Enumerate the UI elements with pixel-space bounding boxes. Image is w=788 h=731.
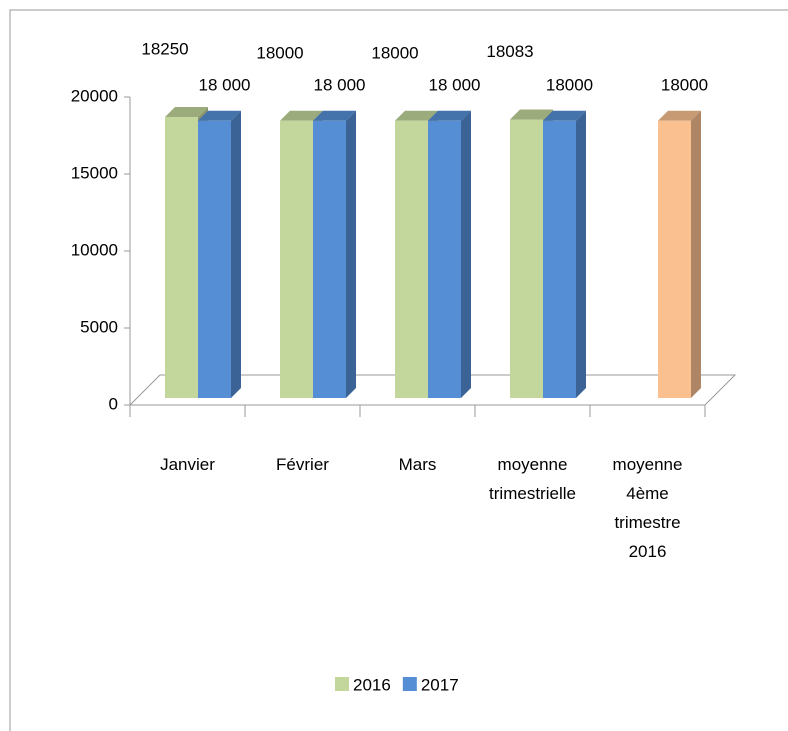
bar <box>428 120 461 399</box>
chart-border <box>9 9 788 731</box>
bar-top <box>395 110 438 121</box>
bar-top <box>543 110 586 121</box>
y-tick-label: 20000 <box>71 86 118 105</box>
legend-swatch <box>335 677 349 691</box>
bar-side <box>576 110 586 399</box>
bar-side <box>231 110 241 399</box>
y-tick-label: 5000 <box>80 317 118 336</box>
bar-top <box>658 110 701 121</box>
x-tick-label: moyenne trimestrielle <box>489 455 576 503</box>
legend-label: 2016 <box>353 675 391 694</box>
bar-top <box>165 106 208 117</box>
bar-top <box>428 110 471 121</box>
x-tick-label: Février <box>276 455 329 474</box>
y-tick-label: 0 <box>109 394 118 413</box>
value-label: 18000 <box>546 75 593 94</box>
bar-top <box>510 109 553 120</box>
bar <box>658 120 691 399</box>
y-tick-label: 15000 <box>71 163 118 182</box>
value-label: 18250 <box>141 39 188 58</box>
value-label: 18000 <box>256 43 303 62</box>
value-label: 18000 <box>371 43 418 62</box>
value-label: 18 000 <box>199 75 251 94</box>
legend-label: 2017 <box>421 675 459 694</box>
bar <box>280 120 313 399</box>
bar-top <box>280 110 323 121</box>
bar-top <box>313 110 356 121</box>
value-label: 18000 <box>661 75 708 94</box>
bar <box>165 116 198 398</box>
value-label: 18083 <box>486 42 533 61</box>
bar <box>395 120 428 399</box>
bar-side <box>691 110 701 399</box>
x-tick-label: Mars <box>398 455 437 474</box>
value-label: 18 000 <box>314 75 366 94</box>
x-tick-label: Janvier <box>160 455 215 474</box>
bar <box>543 120 576 399</box>
legend-swatch <box>402 677 417 691</box>
bar <box>313 120 346 399</box>
y-tick-label: 10000 <box>71 240 118 259</box>
value-label: 18 000 <box>429 75 481 94</box>
bar <box>510 119 543 399</box>
bar-side <box>461 110 471 399</box>
x-tick-label: moyenne 4ème trimestre 2016 <box>612 455 683 561</box>
bar-top <box>198 110 241 121</box>
bar <box>198 120 231 399</box>
bar-side <box>346 110 356 399</box>
